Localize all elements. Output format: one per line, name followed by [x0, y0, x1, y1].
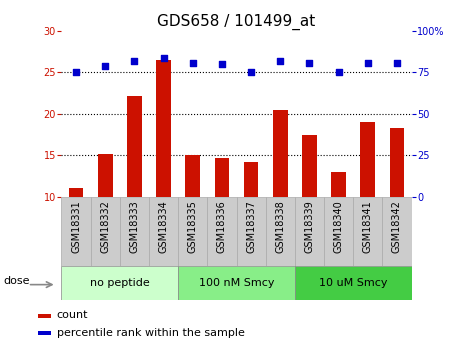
Bar: [273, 110, 288, 197]
Text: 10 uM Smcy: 10 uM Smcy: [319, 278, 387, 288]
Text: GSM18341: GSM18341: [363, 200, 373, 253]
Bar: [244, 162, 258, 197]
Bar: [207, 197, 236, 266]
Point: [131, 58, 138, 63]
Bar: [360, 122, 375, 197]
Point: [335, 70, 342, 75]
Point: [72, 70, 80, 75]
Text: count: count: [57, 310, 88, 320]
Point: [306, 60, 313, 65]
Bar: [91, 197, 120, 266]
Point: [160, 55, 167, 60]
Text: GSM18332: GSM18332: [100, 200, 110, 253]
Bar: [61, 197, 91, 266]
Bar: [353, 197, 382, 266]
Point: [189, 60, 197, 65]
Bar: [295, 266, 412, 300]
Bar: [178, 197, 207, 266]
Title: GDS658 / 101499_at: GDS658 / 101499_at: [158, 13, 315, 30]
Bar: [69, 188, 83, 197]
Point: [364, 60, 372, 65]
Bar: [390, 128, 404, 197]
Text: 100 nM Smcy: 100 nM Smcy: [199, 278, 274, 288]
Bar: [295, 197, 324, 266]
Text: dose: dose: [3, 276, 30, 286]
Bar: [236, 197, 266, 266]
Text: GSM18338: GSM18338: [275, 200, 285, 253]
Bar: [185, 155, 200, 197]
Bar: [331, 172, 346, 197]
Bar: [120, 197, 149, 266]
Bar: [38, 314, 51, 317]
Point: [101, 63, 109, 69]
Text: GSM18331: GSM18331: [71, 200, 81, 253]
Bar: [302, 135, 317, 197]
Text: GSM18337: GSM18337: [246, 200, 256, 253]
Bar: [324, 197, 353, 266]
Text: GSM18333: GSM18333: [130, 200, 140, 253]
Text: GSM18336: GSM18336: [217, 200, 227, 253]
Bar: [127, 96, 142, 197]
Bar: [61, 266, 178, 300]
Bar: [266, 197, 295, 266]
Bar: [178, 266, 295, 300]
Bar: [38, 331, 51, 335]
Text: no peptide: no peptide: [90, 278, 149, 288]
Point: [276, 58, 284, 63]
Bar: [98, 154, 113, 197]
Point: [247, 70, 255, 75]
Text: GSM18339: GSM18339: [305, 200, 315, 253]
Point: [218, 61, 226, 67]
Text: GSM18340: GSM18340: [333, 200, 343, 253]
Text: GSM18334: GSM18334: [158, 200, 168, 253]
Bar: [215, 158, 229, 197]
Text: GSM18335: GSM18335: [188, 200, 198, 253]
Text: percentile rank within the sample: percentile rank within the sample: [57, 328, 245, 338]
Bar: [382, 197, 412, 266]
Point: [393, 60, 401, 65]
Text: GSM18342: GSM18342: [392, 200, 402, 253]
Bar: [156, 60, 171, 197]
Bar: [149, 197, 178, 266]
